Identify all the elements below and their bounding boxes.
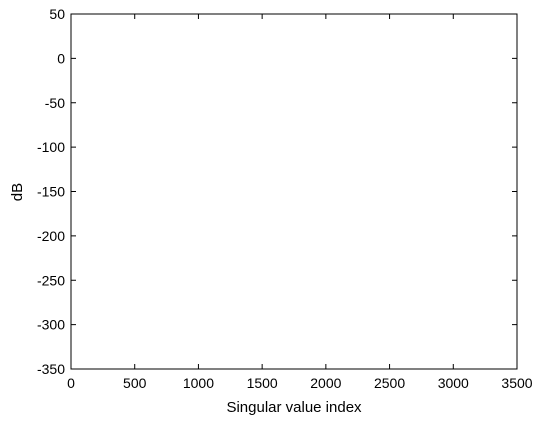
x-tick-label: 3000 [438,375,469,391]
y-axis-label: dB [9,183,26,201]
y-tick-label: -250 [37,272,65,288]
y-tick-label: -300 [37,317,65,333]
x-tick-label: 2000 [310,375,341,391]
x-tick-label: 0 [67,375,75,391]
y-tick-label: -150 [37,184,65,200]
y-tick-label: -50 [45,95,65,111]
y-tick-label: -100 [37,139,65,155]
x-tick-label: 1000 [183,375,214,391]
x-tick-label: 1500 [247,375,278,391]
ticks [70,13,518,370]
y-tick-label: 0 [57,50,65,66]
y-tick-label: -200 [37,228,65,244]
y-tick-labels: 50 0 -50 -100 -150 -200 -250 -300 -350 [37,6,65,377]
x-tick-labels: 0 500 1000 1500 2000 2500 3000 3500 [67,375,533,391]
x-axis-label: Singular value index [226,399,362,416]
y-tick-label: -350 [37,361,65,377]
x-tick-label: 500 [123,375,147,391]
plot-frame [70,13,518,370]
x-tick-label: 3500 [501,375,532,391]
y-tick-label: 50 [49,6,65,22]
x-tick-label: 2500 [374,375,405,391]
